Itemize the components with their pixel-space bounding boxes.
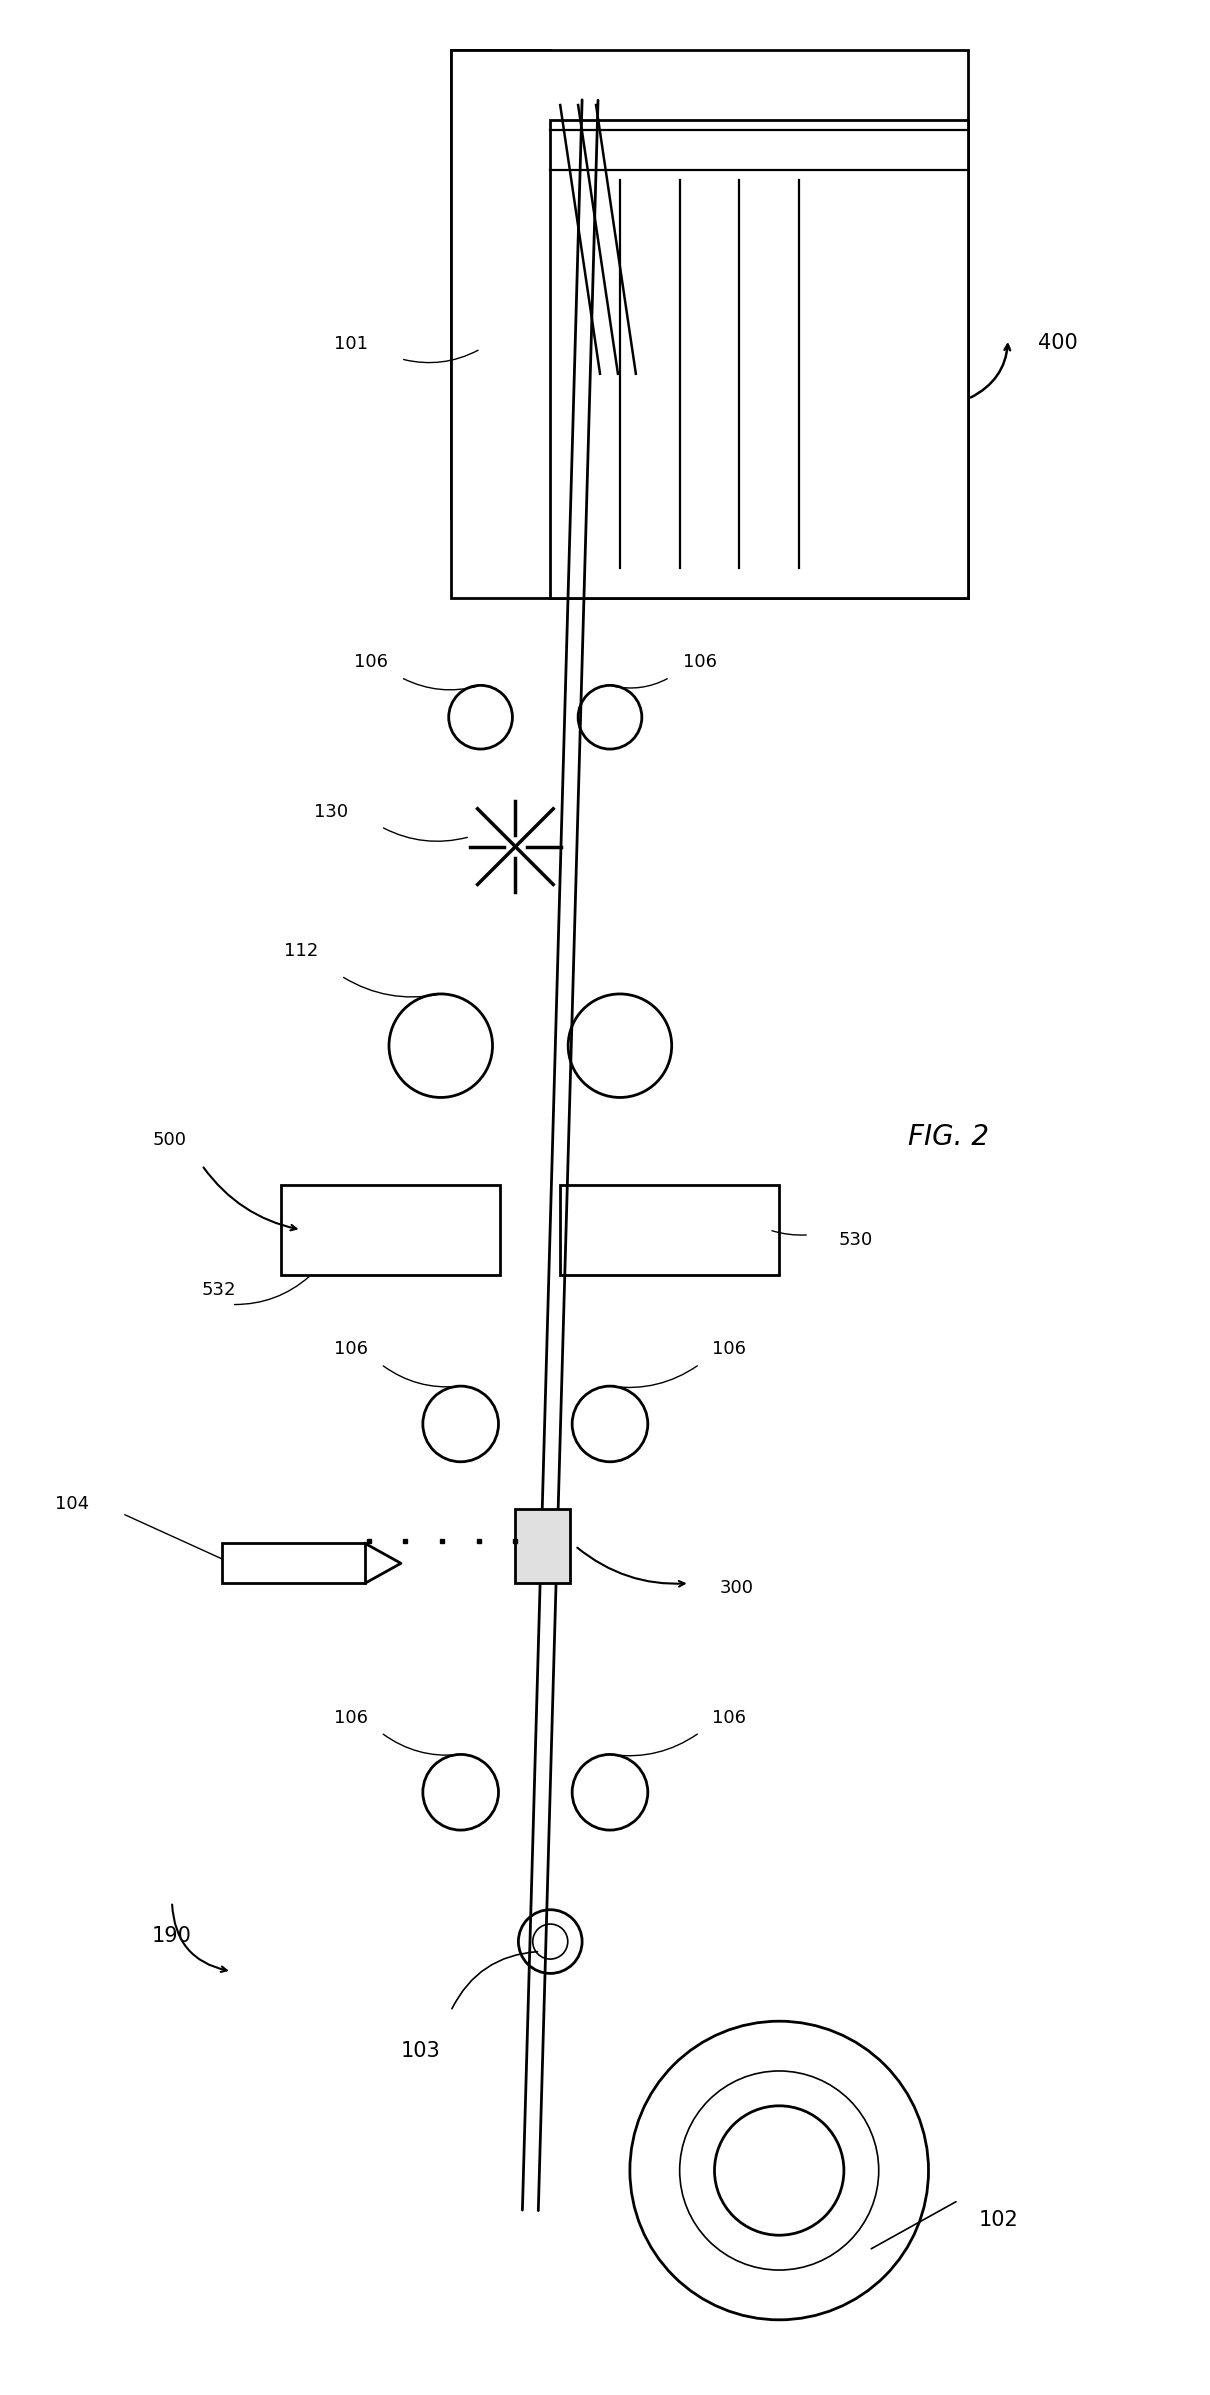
Text: 102: 102 <box>978 2211 1018 2230</box>
Text: 106: 106 <box>334 1341 368 1358</box>
Bar <box>221 1542 365 1583</box>
Text: 530: 530 <box>839 1231 874 1248</box>
Text: 130: 130 <box>315 802 348 821</box>
Text: 106: 106 <box>334 1708 368 1727</box>
Bar <box>515 1509 570 1583</box>
Text: 300: 300 <box>720 1578 754 1597</box>
Text: 112: 112 <box>284 941 318 960</box>
Bar <box>551 120 968 599</box>
Text: 106: 106 <box>713 1708 747 1727</box>
Bar <box>282 1186 501 1274</box>
Text: FIG. 2: FIG. 2 <box>908 1123 989 1152</box>
Text: 400: 400 <box>1038 333 1078 352</box>
Bar <box>450 50 551 517</box>
Text: 190: 190 <box>152 1926 192 1945</box>
Text: 106: 106 <box>355 654 388 671</box>
Text: 106: 106 <box>713 1341 747 1358</box>
Text: 500: 500 <box>152 1130 186 1150</box>
Text: 532: 532 <box>202 1281 236 1298</box>
Text: 104: 104 <box>56 1494 90 1514</box>
Bar <box>560 1186 779 1274</box>
Text: 106: 106 <box>682 654 716 671</box>
Text: 101: 101 <box>334 335 368 352</box>
Text: 103: 103 <box>401 2041 440 2062</box>
Bar <box>450 50 968 599</box>
